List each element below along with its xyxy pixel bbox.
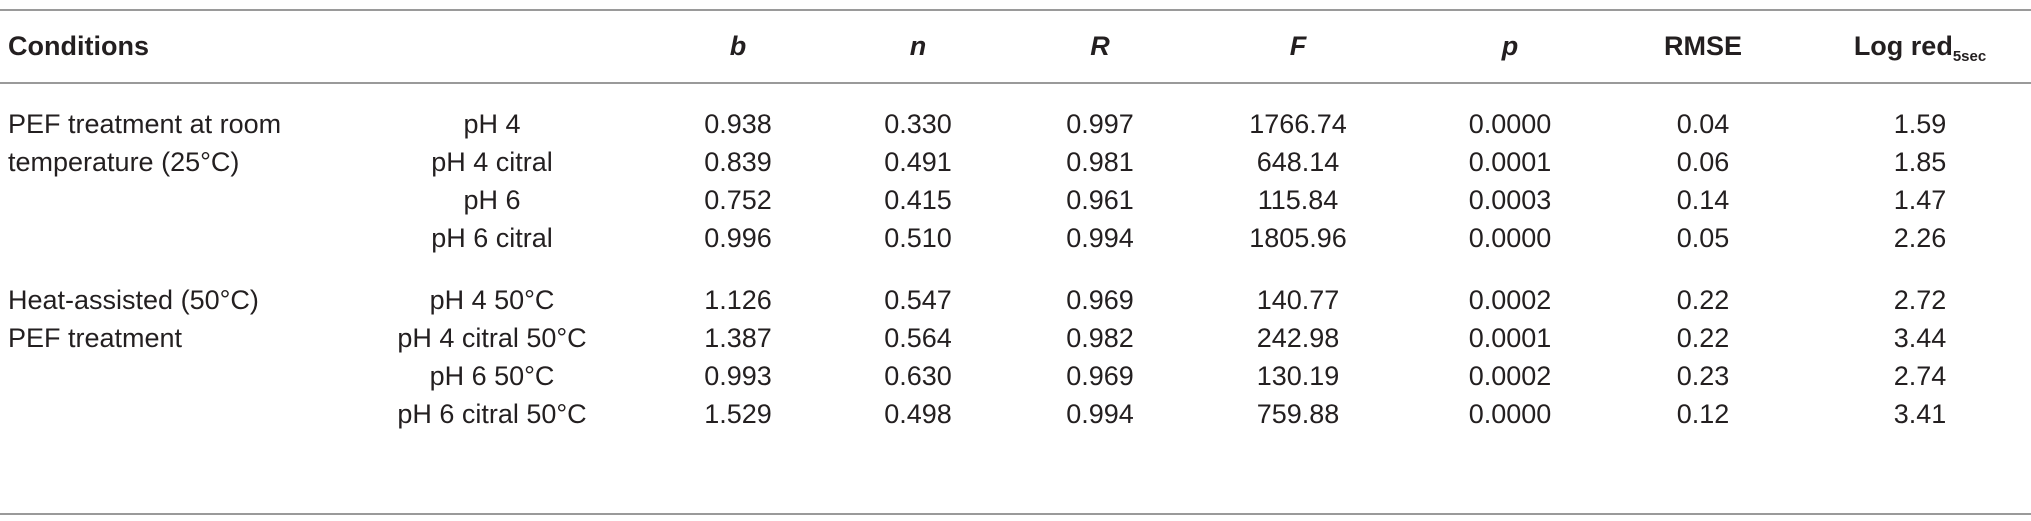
b-cell: 0.938 (704, 109, 772, 139)
header-log-red: Log red5sec (1853, 31, 1987, 65)
condition-cell: pH 4 (463, 109, 521, 139)
header-n: n (909, 31, 927, 61)
p-cell: 0.0001 (1468, 323, 1552, 353)
rmse-cell: 0.04 (1676, 109, 1730, 139)
log-red-cell: 2.72 (1893, 285, 1947, 315)
r-cell: 0.994 (1066, 223, 1134, 253)
r-cell: 0.994 (1066, 399, 1134, 429)
log-red-cell: 3.44 (1893, 323, 1947, 353)
b-cell: 0.996 (704, 223, 772, 253)
p-cell: 0.0002 (1468, 361, 1552, 391)
rmse-cell: 0.23 (1676, 361, 1730, 391)
n-cell: 0.547 (884, 285, 952, 315)
f-cell: 130.19 (1256, 361, 1340, 391)
rmse-cell: 0.22 (1676, 323, 1730, 353)
r-cell: 0.969 (1066, 361, 1134, 391)
header-f: F (1289, 31, 1307, 61)
p-cell: 0.0002 (1468, 285, 1552, 315)
log-red-cell: 2.74 (1893, 361, 1947, 391)
p-cell: 0.0000 (1468, 109, 1552, 139)
group-label-line: temperature (25°C) (8, 147, 240, 177)
condition-cell: pH 4 citral 50°C (397, 323, 587, 353)
log-red-cell: 3.41 (1893, 399, 1947, 429)
r-cell: 0.982 (1066, 323, 1134, 353)
b-cell: 1.529 (704, 399, 772, 429)
condition-cell: pH 4 50°C (429, 285, 555, 315)
f-cell: 1766.74 (1249, 109, 1347, 139)
header-log-red-subscript: 5sec (1952, 48, 1987, 65)
group-label-line: PEF treatment at room (8, 109, 282, 139)
f-cell: 648.14 (1256, 147, 1340, 177)
header-rmse: RMSE (1663, 31, 1743, 61)
n-cell: 0.330 (884, 109, 952, 139)
p-cell: 0.0003 (1468, 185, 1552, 215)
condition-cell: pH 6 citral 50°C (397, 399, 587, 429)
rmse-cell: 0.12 (1676, 399, 1730, 429)
group-label-line: PEF treatment (8, 323, 183, 353)
b-cell: 1.387 (704, 323, 772, 353)
header-p: p (1501, 31, 1519, 61)
p-cell: 0.0000 (1468, 223, 1552, 253)
b-cell: 0.993 (704, 361, 772, 391)
n-cell: 0.564 (884, 323, 952, 353)
b-cell: 1.126 (704, 285, 772, 315)
log-red-cell: 1.47 (1893, 185, 1947, 215)
condition-cell: pH 6 50°C (429, 361, 555, 391)
log-red-cell: 1.85 (1893, 147, 1947, 177)
n-cell: 0.630 (884, 361, 952, 391)
p-cell: 0.0001 (1468, 147, 1552, 177)
header-rule (0, 82, 2031, 84)
f-cell: 759.88 (1256, 399, 1340, 429)
n-cell: 0.510 (884, 223, 952, 253)
f-cell: 115.84 (1257, 185, 1339, 215)
header-conditions: Conditions (8, 31, 149, 61)
n-cell: 0.498 (884, 399, 952, 429)
n-cell: 0.491 (884, 147, 952, 177)
f-cell: 140.77 (1256, 285, 1340, 315)
n-cell: 0.415 (884, 185, 952, 215)
header-r: R (1090, 31, 1110, 61)
rmse-cell: 0.22 (1676, 285, 1730, 315)
condition-cell: pH 6 citral (431, 223, 553, 253)
log-red-cell: 1.59 (1893, 109, 1947, 139)
rmse-cell: 0.06 (1676, 147, 1730, 177)
top-rule (0, 9, 2031, 11)
group-label-line: Heat-assisted (50°C) (8, 285, 259, 315)
r-cell: 0.997 (1066, 109, 1134, 139)
b-cell: 0.752 (704, 185, 772, 215)
header-b: b (729, 31, 747, 61)
b-cell: 0.839 (704, 147, 772, 177)
p-cell: 0.0000 (1468, 399, 1552, 429)
r-cell: 0.969 (1066, 285, 1134, 315)
rmse-cell: 0.14 (1676, 185, 1730, 215)
condition-cell: pH 6 (463, 185, 521, 215)
bottom-rule (0, 513, 2031, 515)
condition-cell: pH 4 citral (431, 147, 553, 177)
log-red-cell: 2.26 (1893, 223, 1947, 253)
r-cell: 0.981 (1066, 147, 1134, 177)
r-cell: 0.961 (1066, 185, 1134, 215)
rmse-cell: 0.05 (1676, 223, 1730, 253)
f-cell: 1805.96 (1249, 223, 1347, 253)
f-cell: 242.98 (1256, 323, 1340, 353)
